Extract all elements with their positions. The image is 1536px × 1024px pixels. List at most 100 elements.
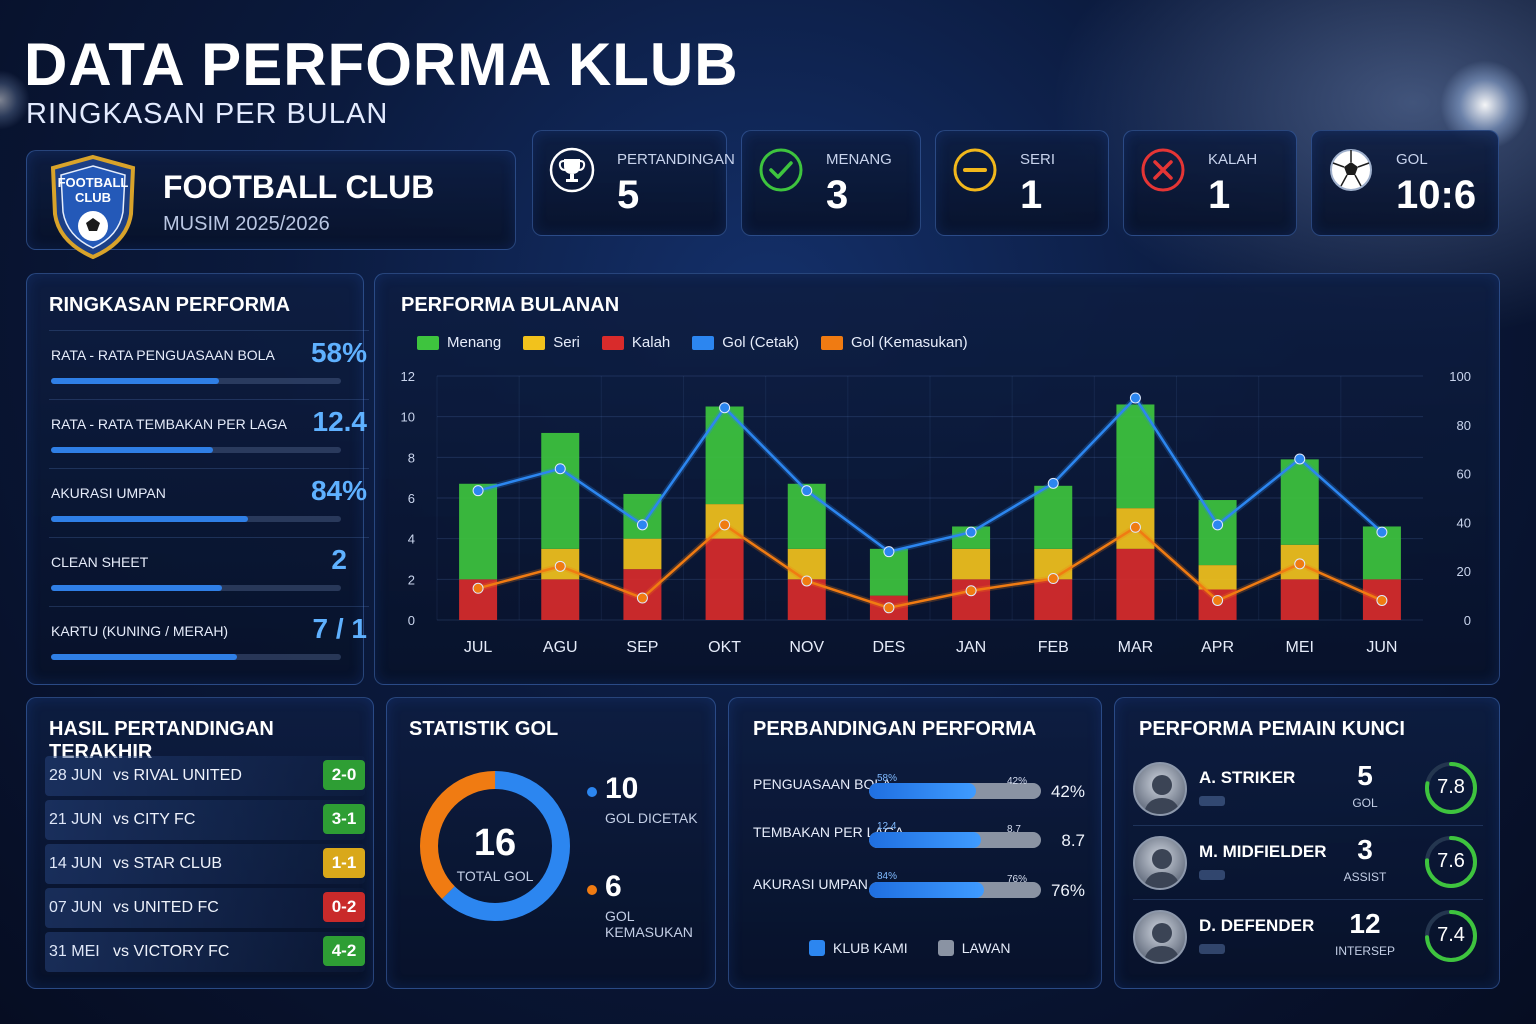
comparison-bar: [869, 783, 1041, 799]
bar-segment-seri: [1198, 565, 1237, 590]
summary-label: RATA - RATA TEMBAKAN PER LAGA: [51, 416, 287, 432]
result-row[interactable]: 28 JUN vs RIVAL UNITED 2-0: [45, 756, 365, 796]
legend-item: Gol (Kemasukan): [820, 334, 968, 351]
player-avatar: [1133, 836, 1187, 890]
x-tick-label: SEP: [626, 639, 658, 656]
summary-row: AKURASI UMPAN 84%: [49, 468, 369, 532]
monthly-chart: 0 2 4 6 8 10 12 0 20 40 60 80 100 JUL AGU SEP OKT NOV DES J…: [401, 369, 1471, 656]
player-stat: 12: [1349, 908, 1381, 939]
x-tick-label: AGU: [543, 639, 578, 656]
result-date: 21 JUN: [49, 811, 103, 828]
comparison-ours-value: 12.4: [877, 821, 897, 832]
summary-row: RATA - RATA PENGUASAAN BOLA 58%: [49, 330, 369, 394]
comparison-opp-total: 8.7: [1061, 831, 1085, 850]
comparison-ours-value: 58%: [877, 773, 898, 784]
legend-item: Menang: [417, 334, 501, 351]
stat-label: KALAH: [1208, 151, 1258, 168]
legend-swatch: [692, 335, 715, 350]
bar-segment-kalah: [1280, 579, 1319, 620]
result-opponent: vs CITY FC: [113, 811, 196, 828]
legend-item: Seri: [523, 334, 580, 351]
goal-stats-panel: STATISTIK GOL 16 TOTAL GOL 10 GOL DICETA…: [386, 697, 716, 989]
result-opponent: vs STAR CLUB: [113, 855, 223, 872]
player-row[interactable]: M. MIDFIELDER 3 ASSIST 7.6: [1133, 828, 1483, 900]
legend-swatch: [937, 940, 954, 956]
summary-bar: [51, 378, 341, 384]
series-point: [1129, 392, 1141, 404]
series-point: [719, 402, 731, 414]
legend-label: KLUB KAMI: [833, 940, 908, 956]
summary-value: 7 / 1: [312, 613, 367, 644]
club-badge-icon: FOOTBALL CLUB: [50, 154, 136, 260]
series-point: [472, 582, 484, 594]
comparison-label: PENGUASAAN BOLA: [753, 776, 892, 792]
series-point: [719, 519, 731, 531]
bar-segment-menang: [1034, 485, 1073, 549]
player-row[interactable]: A. STRIKER 5 GOL 7.8: [1133, 754, 1483, 826]
x-tick-label: NOV: [789, 639, 824, 656]
series-line: [477, 523, 1383, 610]
comparison-opp-value: 42%: [1007, 776, 1028, 787]
legend-swatch: [809, 940, 825, 956]
result-row[interactable]: 14 JUN vs STAR CLUB 1-1: [45, 844, 365, 884]
bar-segment-seri: [623, 538, 662, 570]
stat-card-losses: KALAH 1: [1123, 130, 1297, 236]
stat-card-matches: PERTANDINGAN 5: [532, 130, 735, 236]
result-row[interactable]: 21 JUN vs CITY FC 3-1: [45, 800, 365, 840]
stat-value: 10:6: [1396, 173, 1477, 217]
stat-card-wins: MENANG 3: [741, 130, 921, 236]
comparison-bar: [869, 882, 1041, 898]
x-tick-label: MEI: [1286, 639, 1314, 656]
result-date: 31 MEI: [49, 943, 100, 960]
legend-swatch: [417, 335, 439, 350]
result-score-badge: 2-0: [323, 760, 365, 790]
result-row[interactable]: 31 MEI vs VICTORY FC 4-2: [45, 932, 365, 972]
comparison-bar-fill: [869, 882, 985, 898]
minus-circle-icon: [953, 148, 997, 192]
goal-total: 16: [473, 822, 517, 864]
series-point: [1294, 453, 1306, 465]
goals-conceded-label: GOL KEMASUKAN: [605, 908, 693, 940]
player-rating-value: 7.8: [1437, 776, 1465, 798]
series-point: [1047, 477, 1059, 489]
player-name: M. MIDFIELDER: [1199, 842, 1327, 861]
goal-total-label: TOTAL GOL: [456, 868, 534, 884]
result-score-badge: 0-2: [323, 892, 365, 922]
series-point: [883, 602, 895, 614]
series-point: [883, 546, 895, 558]
summary-label: CLEAN SHEET: [51, 554, 149, 570]
player-tag: [1199, 796, 1225, 806]
result-opponent: vs VICTORY FC: [113, 943, 230, 960]
stat-card-draws: SERI 1: [935, 130, 1109, 236]
summary-value: 12.4: [312, 406, 368, 437]
player-rating-value: 7.4: [1437, 924, 1465, 946]
player-rating-value: 7.6: [1437, 850, 1465, 872]
goals-conceded-value: 6: [605, 870, 622, 903]
summary-row: RATA - RATA TEMBAKAN PER LAGA 12.4: [49, 399, 369, 463]
player-stat-label: INTERSEP: [1334, 944, 1395, 958]
club-badge-line1: FOOTBALL: [58, 175, 129, 190]
comparison-bar: [869, 832, 1041, 848]
bar-segment-kalah: [705, 538, 744, 620]
summary-value: 58%: [310, 337, 367, 368]
summary-bar-fill: [51, 447, 214, 453]
y-tick-label: 6: [408, 491, 415, 506]
bar-segment-kalah: [541, 579, 580, 620]
summary-bar: [51, 585, 341, 591]
series-point: [1294, 558, 1306, 570]
x-tick-label: MAR: [1118, 639, 1154, 656]
player-rating-ring: [1425, 910, 1477, 962]
summary-bar-fill: [51, 378, 220, 384]
x-tick-label: JUL: [464, 639, 493, 656]
legend-item: KLUB KAMI: [809, 940, 908, 956]
player-rating-ring: [1425, 836, 1477, 888]
x-tick-label: FEB: [1038, 639, 1069, 656]
series-point: [472, 485, 484, 497]
stat-label: PERTANDINGAN: [617, 151, 735, 168]
soccer-ball-icon: [1330, 149, 1372, 191]
y2-tick-label: 20: [1457, 564, 1471, 579]
result-row[interactable]: 07 JUN vs UNITED FC 0-2: [45, 888, 365, 928]
result-score-badge: 4-2: [323, 936, 365, 966]
series-point: [636, 592, 648, 604]
player-row[interactable]: D. DEFENDER 12 INTERSEP 7.4: [1133, 902, 1483, 974]
